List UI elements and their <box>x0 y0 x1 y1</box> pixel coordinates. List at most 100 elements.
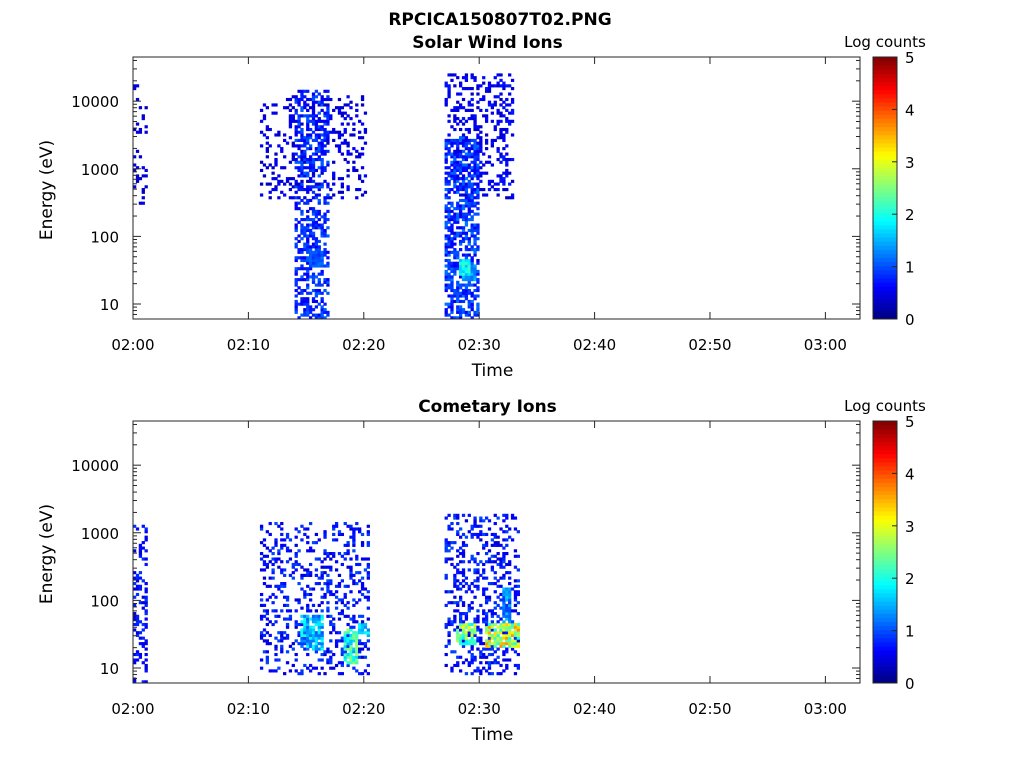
heatmap-cell <box>303 297 307 301</box>
colorbar-segment <box>873 650 897 655</box>
heatmap-cell <box>467 587 471 591</box>
heatmap-cell <box>271 609 275 613</box>
heatmap-cell <box>363 631 368 635</box>
heatmap-cell <box>349 625 353 629</box>
heatmap-cell <box>262 639 267 643</box>
heatmap-cell <box>453 261 457 265</box>
heatmap-cell <box>303 136 307 140</box>
heatmap-cell <box>467 155 471 159</box>
heatmap-cell <box>484 141 489 145</box>
heatmap-cell <box>464 76 469 80</box>
heatmap-cell <box>323 308 327 312</box>
heatmap-cell <box>297 188 301 192</box>
heatmap-cell <box>133 658 137 662</box>
heatmap-cell <box>332 138 336 143</box>
heatmap-cell <box>476 647 480 651</box>
heatmap-cell <box>456 215 460 219</box>
heatmap-cell <box>484 669 489 673</box>
colorbar-tick-label: 3 <box>905 154 915 172</box>
heatmap-cell <box>306 541 310 545</box>
heatmap-cell <box>311 231 316 235</box>
panel-cometary-ions: 02:00 02:10 02:20 02:30 02:40 02:50 03:0010100… <box>37 397 926 745</box>
heatmap-cell <box>334 644 339 648</box>
heatmap-cell <box>352 160 356 164</box>
heatmap-cell <box>259 130 264 134</box>
heatmap-cell <box>476 185 480 189</box>
heatmap-cell <box>482 532 486 537</box>
heatmap-cell <box>476 157 480 162</box>
heatmap-cell <box>479 141 483 145</box>
heatmap-cell <box>306 620 310 624</box>
heatmap-cell <box>285 650 290 654</box>
heatmap-cell <box>459 160 463 164</box>
heatmap-cell <box>262 609 267 613</box>
heatmap-cell <box>508 196 512 200</box>
heatmap-cell <box>274 111 278 115</box>
heatmap-cell <box>459 177 463 181</box>
heatmap-cell <box>346 622 350 627</box>
heatmap-cell <box>476 552 480 556</box>
heatmap-cell <box>138 576 143 580</box>
heatmap-cell <box>320 264 324 268</box>
heatmap-cell <box>329 552 333 556</box>
heatmap-cell <box>300 157 304 162</box>
heatmap-cell <box>337 97 342 102</box>
heatmap-cell <box>326 647 330 651</box>
heatmap-cell <box>297 248 301 252</box>
heatmap-cell <box>138 201 143 205</box>
heatmap-cell <box>306 147 310 151</box>
heatmap-cell <box>291 576 295 580</box>
heatmap-cell <box>274 614 278 618</box>
heatmap-cell <box>329 188 333 192</box>
colorbar-segment <box>873 556 897 561</box>
heatmap-cell <box>366 606 370 610</box>
heatmap-cell <box>314 193 319 197</box>
heatmap-cell <box>320 163 324 167</box>
heatmap-cell <box>277 666 281 670</box>
heatmap-cell <box>355 633 359 638</box>
heatmap-cell <box>323 168 327 173</box>
heatmap-cell <box>447 601 451 605</box>
heatmap-cell <box>337 133 342 137</box>
heatmap-cell <box>320 149 324 153</box>
heatmap-cell <box>300 95 304 99</box>
heatmap-cell <box>314 125 319 129</box>
heatmap-cell <box>516 639 520 643</box>
heatmap-cell <box>297 598 301 602</box>
heatmap-cell <box>456 603 460 607</box>
heatmap-cell <box>366 541 370 545</box>
colorbar-segment <box>873 523 897 528</box>
heatmap-cell <box>311 628 316 632</box>
heatmap-cell <box>297 562 301 567</box>
colorbar-segment <box>873 183 897 189</box>
heatmap-cell <box>320 573 324 577</box>
heatmap-cell <box>499 663 503 668</box>
heatmap-cell <box>311 647 316 651</box>
heatmap-cell <box>311 117 316 121</box>
heatmap-cell <box>326 609 330 613</box>
heatmap-cell <box>513 554 518 558</box>
heatmap-cell <box>502 644 506 648</box>
heatmap-cell <box>285 598 290 602</box>
heatmap-cell <box>496 631 500 635</box>
heatmap-cell <box>464 291 469 295</box>
heatmap-cell <box>453 316 457 320</box>
heatmap-cell <box>358 177 362 181</box>
heatmap-cell <box>508 535 512 539</box>
heatmap-cell <box>476 294 480 298</box>
heatmap-cell <box>317 198 321 203</box>
heatmap-cell <box>265 617 269 621</box>
heatmap-cell <box>499 97 503 102</box>
heatmap-cell <box>502 138 506 143</box>
heatmap-cell <box>300 622 304 627</box>
heatmap-cell <box>133 680 137 684</box>
heatmap-cell <box>482 609 486 613</box>
heatmap-cell <box>513 584 518 588</box>
heatmap-cell <box>280 538 284 542</box>
heatmap-cell <box>461 136 466 140</box>
heatmap-cell <box>499 152 503 156</box>
heatmap-cell <box>320 560 324 564</box>
heatmap-cell <box>271 103 275 107</box>
heatmap-cell <box>464 220 469 224</box>
heatmap-cell <box>303 258 307 263</box>
